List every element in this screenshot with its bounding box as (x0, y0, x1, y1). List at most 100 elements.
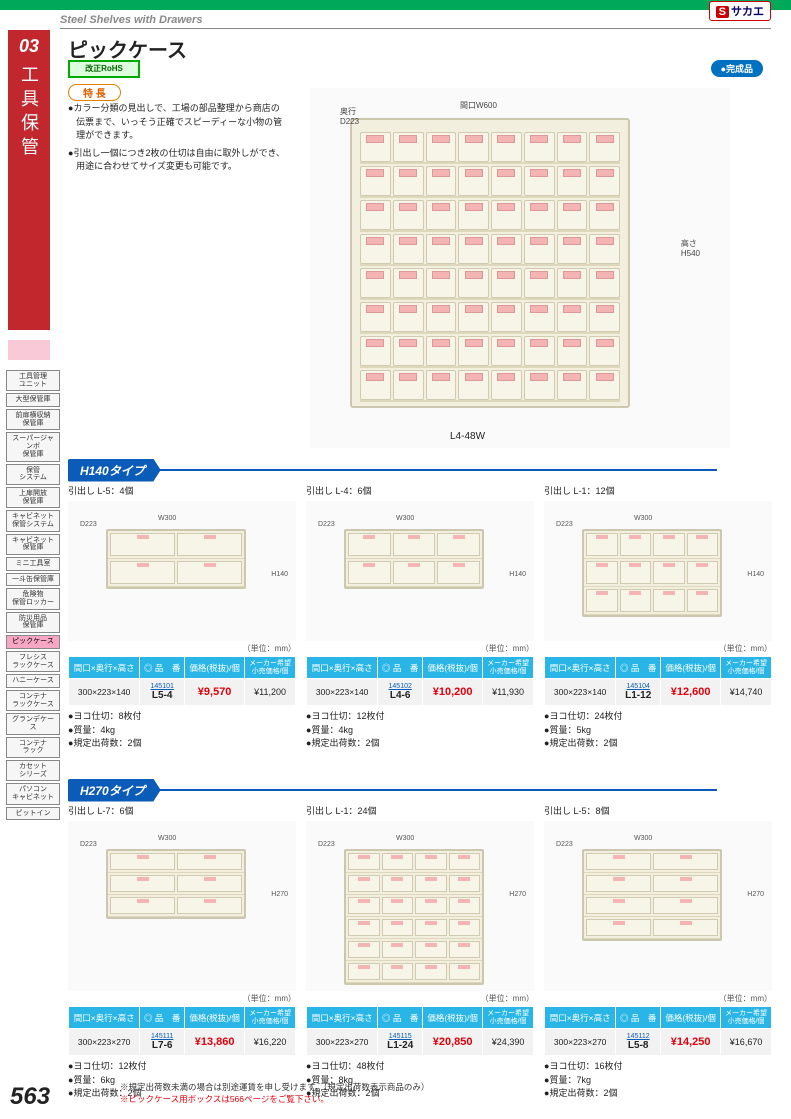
spec-bullets: ヨコ仕切：16枚付質量：7kg規定出荷数：2個 (544, 1060, 772, 1101)
sidebar-item[interactable]: パソコン キャビネット (6, 783, 60, 804)
spec-table: 間口×奥行×高さ◎ 品 番価格(税抜)/個メーカー希望 小売価格/個300×22… (544, 1006, 772, 1056)
footnote-block: ※規定出荷数未満の場合は別途運賃を申し受けます。（規定出荷数表示商品のみ） ※ピ… (120, 1081, 429, 1105)
spec-th: 価格(税抜)/個 (423, 1007, 483, 1029)
spec-dims: 300×223×140 (307, 679, 378, 706)
bullet-item: ヨコ仕切：8枚付 (68, 710, 296, 724)
feature-item: 引出し一個につき2枚の仕切は自由に取外しができ、用途に合わせてサイズ変更も可能で… (68, 147, 288, 174)
spec-th: 間口×奥行×高さ (69, 657, 140, 679)
unit-label: （単位：mm） (68, 993, 296, 1004)
subtitle-english: Steel Shelves with Drawers (60, 14, 202, 26)
spec-th: 価格(税抜)/個 (661, 657, 721, 679)
rohs-badge: 改正RoHS (68, 60, 140, 78)
section-number: 03 (8, 36, 50, 57)
product-title: ピックケース (68, 34, 187, 63)
order-code[interactable]: 145115 (380, 1033, 420, 1040)
spec-price: ¥10,200 (423, 679, 483, 706)
dim-width: W300 (634, 515, 652, 522)
drawer-caption: 引出し L-4：6個 (306, 484, 534, 497)
spec-model-cell: 145102L4-6 (378, 679, 423, 706)
sidebar-item[interactable]: ピットイン (6, 807, 60, 821)
feature-item: カラー分類の見出しで、工場の部品整理から商店の伝票まで、いっそう正確でスピーディ… (68, 102, 288, 143)
hero-model-name: L4-48W (450, 431, 485, 442)
spec-dims: 300×223×270 (545, 1029, 616, 1056)
product-card: 引出し L-5：8個W300D223H270（単位：mm）間口×奥行×高さ◎ 品… (544, 804, 772, 1101)
sidebar-item[interactable]: キャビネット 保管庫 (6, 534, 60, 555)
product-card: 引出し L-1：12個 W300D223H140 （単位：mm） 間口×奥行×高さ◎ … (544, 484, 772, 751)
sidebar-item[interactable]: フレシス ラックケース (6, 651, 60, 672)
sidebar-item[interactable]: 大型保管庫 (6, 393, 60, 407)
sidebar-item[interactable]: 防災用品 保管庫 (6, 612, 60, 633)
sidebar-item[interactable]: 前扉横収納 保管庫 (6, 409, 60, 430)
order-code[interactable]: 145111 (142, 1033, 182, 1040)
spec-table: 間口×奥行×高さ◎ 品 番価格(税抜)/個メーカー希望 小売価格/個300×22… (544, 656, 772, 706)
sidebar-item[interactable]: 一斗缶保管庫 (6, 573, 60, 587)
hero-product-image: 間口W600 奥行 D223 高さ H540 L4-48W (310, 88, 730, 448)
bullet-item: ヨコ仕切：12枚付 (306, 710, 534, 724)
unit-label: （単位：mm） (544, 993, 772, 1004)
brand-s: S (716, 6, 729, 18)
sidebar-item[interactable]: スーパージャンボ 保管庫 (6, 432, 60, 461)
bullet-item: ヨコ仕切：16枚付 (544, 1060, 772, 1074)
features-list: カラー分類の見出しで、工場の部品整理から商店の伝票まで、いっそう正確でスピーディ… (68, 102, 288, 178)
sidebar-item[interactable]: ハニーケース (6, 674, 60, 688)
spec-model-cell: 145111L7-6 (140, 1029, 185, 1056)
bullet-item: 規定出荷数：2個 (68, 737, 296, 751)
unit-label: （単位：mm） (306, 643, 534, 654)
spec-th: ◎ 品 番 (616, 1007, 661, 1029)
spec-table: 間口×奥行×高さ◎ 品 番価格(税抜)/個メーカー希望 小売価格/個300×22… (306, 656, 534, 706)
type-section-title: H140タイプ (68, 459, 161, 482)
model-number: L1-24 (380, 1040, 420, 1051)
footnote-line-1: ※規定出荷数未満の場合は別途運賃を申し受けます。（規定出荷数表示商品のみ） (120, 1081, 429, 1093)
dim-width: W300 (396, 515, 414, 522)
spec-th: 価格(税抜)/個 (185, 1007, 245, 1029)
section-tab: 03 工具保管 (8, 30, 50, 330)
type-section-header: H140タイプ (68, 460, 717, 480)
unit-label: （単位：mm） (544, 643, 772, 654)
spec-price: ¥20,850 (423, 1029, 483, 1056)
sidebar-item[interactable]: カセット シリーズ (6, 760, 60, 781)
spec-table: 間口×奥行×高さ◎ 品 番価格(税抜)/個メーカー希望 小売価格/個300×22… (68, 656, 296, 706)
bullet-item: ヨコ仕切：12枚付 (68, 1060, 296, 1074)
sidebar-item[interactable]: キャビネット 保管システム (6, 510, 60, 531)
bullet-item: ヨコ仕切：24枚付 (544, 710, 772, 724)
dim-height: H140 (271, 571, 288, 578)
order-code[interactable]: 145102 (380, 683, 420, 690)
product-card: 引出し L-1：24個W300D223H270（単位：mm）間口×奥行×高さ◎ … (306, 804, 534, 1101)
unit-label: （単位：mm） (306, 993, 534, 1004)
order-code[interactable]: 145112 (618, 1033, 658, 1040)
sidebar-item[interactable]: コンテナ ラック (6, 737, 60, 758)
sidebar-item[interactable]: ミニ工具室 (6, 557, 60, 571)
unit-label: （単位：mm） (68, 643, 296, 654)
bullet-item: 規定出荷数：2個 (306, 737, 534, 751)
sidebar-item[interactable]: グランデケース (6, 713, 60, 734)
dim-depth: D223 (318, 521, 335, 528)
spec-msrp: ¥11,200 (245, 679, 296, 706)
product-card: 引出し L-7：6個W300D223H270（単位：mm）間口×奥行×高さ◎ 品… (68, 804, 296, 1101)
spec-table: 間口×奥行×高さ◎ 品 番価格(税抜)/個メーカー希望 小売価格/個300×22… (306, 1006, 534, 1056)
model-number: L1-12 (618, 690, 658, 701)
spec-th: メーカー希望 小売価格/個 (245, 657, 296, 679)
spec-th: 間口×奥行×高さ (307, 657, 378, 679)
sidebar-item[interactable]: ピックケース (6, 635, 60, 649)
spec-th: メーカー希望 小売価格/個 (721, 657, 772, 679)
bullet-item: 質量：4kg (68, 724, 296, 738)
sidebar-item[interactable]: 保管 システム (6, 464, 60, 485)
dim-width: W300 (634, 835, 652, 842)
product-thumbnail: W300D223H140 (544, 501, 772, 641)
spec-table: 間口×奥行×高さ◎ 品 番価格(税抜)/個メーカー希望 小売価格/個300×22… (68, 1006, 296, 1056)
drawer-caption: 引出し L-1：12個 (544, 484, 772, 497)
sidebar-item[interactable]: コンテナ ラックケース (6, 690, 60, 711)
spec-price: ¥12,600 (661, 679, 721, 706)
bullet-item: 質量：4kg (306, 724, 534, 738)
dim-height: H270 (747, 891, 764, 898)
sidebar-item[interactable]: 危険物 保管ロッカー (6, 588, 60, 609)
sidebar-item[interactable]: 工具管理 ユニット (6, 370, 60, 391)
order-code[interactable]: 145101 (142, 683, 182, 690)
dim-height: H270 (509, 891, 526, 898)
bullet-item: 規定出荷数：2個 (544, 737, 772, 751)
order-code[interactable]: 145104 (618, 683, 658, 690)
bullet-item: 規定出荷数：2個 (544, 1087, 772, 1101)
dim-height: H140 (747, 571, 764, 578)
spec-model-cell: 145112L5-8 (616, 1029, 661, 1056)
sidebar-item[interactable]: 上扉開放 保管庫 (6, 487, 60, 508)
